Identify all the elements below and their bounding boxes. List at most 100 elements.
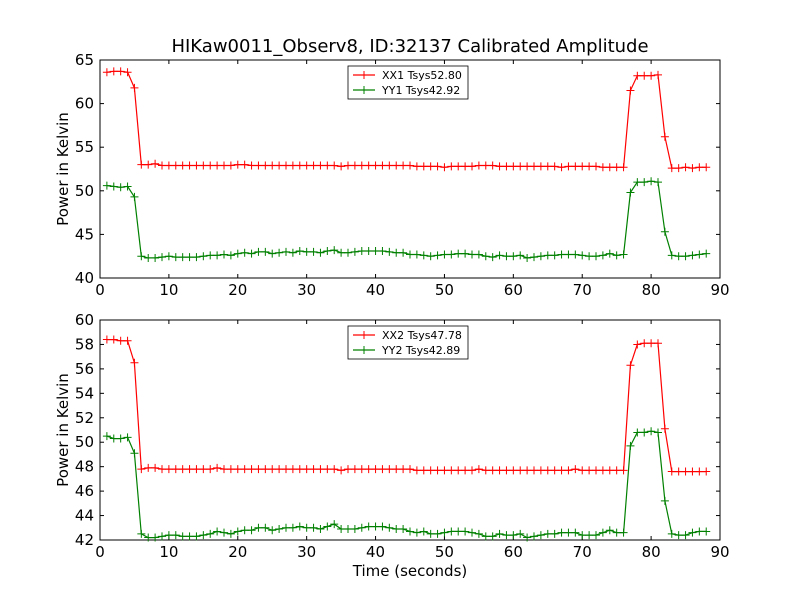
data-point <box>240 465 249 474</box>
data-point <box>481 466 490 475</box>
data-point <box>144 463 153 472</box>
data-point <box>633 71 642 80</box>
data-point <box>516 529 525 538</box>
data-point <box>543 251 552 260</box>
data-point <box>647 339 656 348</box>
x-tick-label: 30 <box>297 543 316 561</box>
data-point <box>468 528 476 537</box>
y-tick-label: 52 <box>75 409 94 427</box>
data-point <box>702 163 711 172</box>
x-tick-label: 10 <box>159 281 178 299</box>
data-point <box>226 529 235 538</box>
data-point <box>433 466 442 475</box>
data-point <box>171 253 180 262</box>
data-point <box>461 249 470 258</box>
data-point <box>702 249 711 258</box>
data-point <box>364 465 373 474</box>
x-tick-label: 80 <box>642 281 661 299</box>
data-point <box>364 161 373 170</box>
data-point <box>178 253 187 262</box>
data-point <box>502 252 511 261</box>
data-point <box>226 251 235 260</box>
data-point <box>585 466 594 475</box>
data-point <box>695 467 704 476</box>
x-tick-label: 0 <box>95 543 105 561</box>
data-point <box>178 465 187 474</box>
data-point <box>199 252 208 261</box>
data-point <box>323 161 332 170</box>
x-tick-label: 50 <box>435 281 454 299</box>
data-point <box>171 465 180 474</box>
data-point <box>199 465 208 474</box>
data-point <box>192 161 201 170</box>
y-tick-label: 46 <box>75 482 94 500</box>
data-point <box>337 466 346 475</box>
data-point <box>481 252 490 261</box>
data-point <box>144 253 153 262</box>
data-point <box>495 466 504 475</box>
x-tick-label: 10 <box>159 543 178 561</box>
data-point <box>371 161 380 170</box>
y-tick-label: 50 <box>75 182 94 200</box>
data-point <box>268 249 277 258</box>
data-point <box>247 249 256 258</box>
data-point <box>357 161 366 170</box>
data-point <box>295 465 304 474</box>
data-point <box>578 531 587 540</box>
x-tick-label: 80 <box>642 543 661 561</box>
data-point <box>399 248 408 257</box>
data-point <box>412 250 421 259</box>
data-point <box>488 466 497 475</box>
data-point <box>495 529 504 538</box>
data-point <box>578 466 587 475</box>
data-point <box>406 527 414 536</box>
data-point <box>337 525 346 533</box>
data-point <box>392 465 401 474</box>
x-tick-label: 30 <box>297 281 316 299</box>
data-point <box>688 528 697 537</box>
data-point <box>399 525 408 533</box>
data-point <box>557 250 566 259</box>
data-point <box>536 466 545 475</box>
data-point <box>619 528 628 537</box>
data-point <box>295 161 304 170</box>
data-point <box>206 529 215 538</box>
data-point <box>392 248 401 257</box>
legend-marker <box>360 86 368 94</box>
data-point <box>254 523 263 532</box>
data-point <box>233 527 242 536</box>
data-point <box>592 162 600 171</box>
data-point <box>254 161 263 170</box>
data-point <box>254 465 263 474</box>
x-tick-label: 0 <box>95 281 105 299</box>
data-point <box>495 251 504 260</box>
data-point <box>323 522 332 531</box>
data-point <box>323 465 332 474</box>
data-point <box>185 465 194 474</box>
legend-marker <box>360 346 368 354</box>
data-point <box>626 441 635 450</box>
data-point <box>302 161 311 170</box>
data-point <box>426 162 435 171</box>
data-point <box>385 523 394 532</box>
data-point <box>419 527 428 536</box>
data-point <box>206 161 215 170</box>
data-point <box>571 465 580 474</box>
data-point <box>612 466 621 475</box>
data-point <box>102 68 111 77</box>
data-point <box>530 466 538 475</box>
data-point <box>226 161 235 170</box>
data-point <box>502 531 511 540</box>
data-point <box>640 178 649 187</box>
data-point <box>557 466 566 475</box>
data-point <box>130 358 139 367</box>
y-tick-label: 56 <box>75 360 94 378</box>
data-point <box>681 163 690 172</box>
data-point <box>164 252 173 261</box>
data-point <box>674 252 683 261</box>
figure-title: HIKaw0011_Observ8, ID:32137 Calibrated A… <box>171 36 648 57</box>
data-point <box>598 466 607 475</box>
data-point <box>633 428 642 437</box>
y-tick-label: 54 <box>75 384 94 402</box>
data-point <box>550 529 559 538</box>
